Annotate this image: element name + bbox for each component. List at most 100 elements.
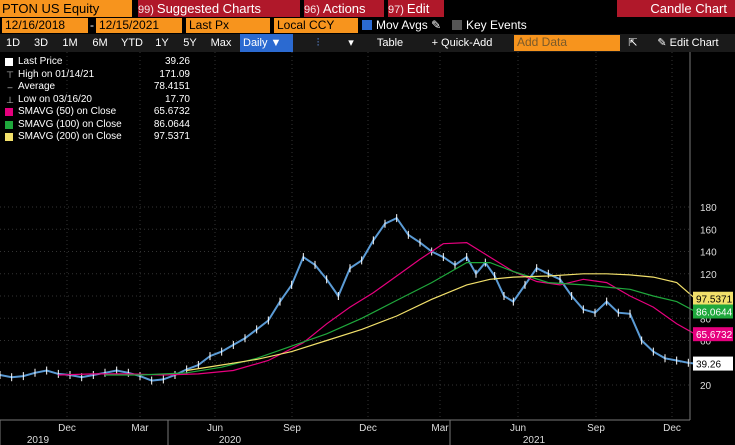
tag-sma200-bg bbox=[693, 291, 733, 306]
currency-select[interactable]: Local CCY bbox=[274, 18, 358, 33]
actions-button[interactable]: 96) Actions bbox=[304, 0, 384, 17]
legend-value: 171.09 bbox=[159, 68, 190, 80]
period-1m[interactable]: 1M bbox=[62, 37, 78, 49]
chart-type-title: Candle Chart bbox=[617, 0, 735, 17]
swatch-yellow bbox=[5, 133, 13, 141]
x-axis: Dec Mar Jun Sep Dec Mar Jun Sep Dec 2019 2020 2021 bbox=[0, 419, 690, 445]
period-6m[interactable]: 6M bbox=[92, 37, 108, 49]
period-max[interactable]: Max bbox=[210, 37, 232, 49]
swatch-white bbox=[5, 58, 13, 66]
tag-sma200: 97.5371 bbox=[696, 295, 733, 306]
period-1d[interactable]: 1D bbox=[5, 37, 21, 49]
legend-label: SMAVG (200) on Close bbox=[18, 131, 122, 142]
legend-label: Last Price bbox=[18, 56, 63, 67]
tag-sma100-bg bbox=[693, 304, 733, 319]
y-tick-label: 120 bbox=[700, 270, 717, 281]
edit-chart-label: Edit Chart bbox=[669, 37, 719, 49]
high-marker-icon: ⊤ bbox=[6, 69, 14, 80]
value-tags: 97.5371 86.0644 65.6732 39.26 bbox=[693, 291, 733, 371]
legend-average: – Average 78.4151 bbox=[2, 81, 190, 94]
ticker-label[interactable]: PTON US Equity bbox=[0, 0, 132, 17]
sma100-line bbox=[105, 262, 696, 376]
legend-value: 97.5371 bbox=[153, 131, 190, 142]
x-tick-label: Mar bbox=[431, 423, 449, 434]
legend-value: 86.0644 bbox=[153, 118, 190, 130]
y-tick-label: 140 bbox=[700, 248, 717, 259]
add-data-input[interactable]: Add Data bbox=[514, 35, 620, 51]
candle-icon[interactable]: ⫶ bbox=[316, 37, 320, 49]
suggested-charts-num: 99) bbox=[138, 4, 154, 16]
mov-avgs-label: Mov Avgs bbox=[376, 18, 428, 32]
period-5y[interactable]: 5Y bbox=[183, 37, 197, 49]
year-label: 2019 bbox=[27, 435, 50, 445]
chart-series bbox=[0, 214, 696, 385]
tag-sma50-bg bbox=[693, 327, 733, 342]
x-tick-label: Jun bbox=[207, 423, 223, 434]
chevron-down-icon[interactable]: ▾ bbox=[348, 37, 354, 49]
field-select[interactable]: Last Px bbox=[186, 18, 270, 33]
period-1y[interactable]: 1Y bbox=[155, 37, 169, 49]
pencil-icon: ✎ bbox=[657, 37, 667, 49]
year-label: 2021 bbox=[523, 435, 546, 445]
x-tick-label: Mar bbox=[131, 423, 149, 434]
table-button[interactable]: Table bbox=[376, 37, 404, 49]
price-chart[interactable]: 20406080100120140160180 DecMarJunSepDecM… bbox=[0, 52, 735, 445]
start-date-input[interactable]: 12/16/2018 bbox=[2, 18, 88, 33]
y-tick-label: 60 bbox=[700, 337, 712, 348]
pencil-icon[interactable]: ✎ bbox=[431, 18, 442, 32]
range-bar: 12/16/2018 - 12/15/2021 Last Px Local CC… bbox=[0, 17, 735, 34]
x-tick-label: Dec bbox=[663, 423, 681, 434]
key-events-toggle[interactable]: Key Events bbox=[452, 18, 527, 33]
chart-grid bbox=[0, 52, 690, 420]
period-ytd[interactable]: YTD bbox=[121, 37, 143, 49]
chart-legend: Last Price 39.26 ⊤ High on 01/14/21 171.… bbox=[2, 56, 190, 144]
title-bar: PTON US Equity 99) Suggested Charts 96) Ac… bbox=[0, 0, 735, 17]
edit-button[interactable]: 97) Edit bbox=[388, 0, 444, 17]
legend-value: 39.26 bbox=[164, 56, 190, 67]
legend-last-price: Last Price 39.26 bbox=[2, 56, 190, 69]
legend-sma100: SMAVG (100) on Close 86.0644 bbox=[2, 119, 190, 132]
legend-label: Average bbox=[18, 81, 56, 92]
frequency-select[interactable]: Daily ▼ bbox=[240, 34, 293, 52]
quick-add-button[interactable]: + Quick-Add bbox=[431, 37, 493, 49]
actions-label: Actions bbox=[322, 1, 366, 16]
legend-low: ⊥ Low on 03/16/20 17.70 bbox=[2, 94, 190, 107]
edit-label: Edit bbox=[406, 1, 430, 16]
frequency-label: Daily bbox=[243, 37, 268, 49]
edit-num: 97) bbox=[388, 4, 404, 16]
tag-sma100: 86.0644 bbox=[696, 308, 733, 319]
checkbox-checked-icon bbox=[362, 20, 372, 30]
legend-value: 17.70 bbox=[164, 93, 190, 105]
date-separator: - bbox=[90, 18, 94, 32]
period-3d[interactable]: 3D bbox=[33, 37, 49, 49]
y-tick-label: 160 bbox=[700, 225, 717, 236]
chevron-down-icon: ▼ bbox=[270, 37, 282, 49]
mov-avgs-toggle[interactable]: Mov Avgs ✎ bbox=[362, 18, 441, 33]
x-tick-label: Sep bbox=[587, 423, 605, 434]
legend-sma200: SMAVG (200) on Close 97.5371 bbox=[2, 131, 190, 144]
y-tick-label: 180 bbox=[700, 203, 717, 214]
average-marker-icon: – bbox=[7, 82, 13, 92]
y-tick-label: 80 bbox=[700, 314, 712, 325]
legend-value: 78.4151 bbox=[153, 81, 190, 92]
edit-chart-button[interactable]: ✎ Edit Chart bbox=[645, 34, 731, 52]
sma50-line bbox=[58, 241, 696, 376]
price-line bbox=[0, 216, 696, 382]
legend-label: SMAVG (100) on Close bbox=[18, 118, 122, 130]
suggested-charts-button[interactable]: 99) Suggested Charts bbox=[138, 0, 300, 17]
swatch-green bbox=[5, 120, 13, 129]
sma200-line bbox=[186, 273, 696, 372]
x-tick-label: Jun bbox=[510, 423, 526, 434]
end-date-input[interactable]: 12/15/2021 bbox=[96, 18, 182, 33]
suggested-charts-label: Suggested Charts bbox=[156, 1, 261, 16]
legend-value: 65.6732 bbox=[153, 106, 190, 117]
toolbar: 1D 3D 1M 6M YTD 1Y 5Y Max Daily ▼ ⫶ ▾ Ta… bbox=[0, 34, 735, 52]
actions-num: 96) bbox=[304, 4, 320, 16]
year-label: 2020 bbox=[219, 435, 242, 445]
swatch-magenta bbox=[5, 108, 13, 116]
checkbox-unchecked-icon bbox=[452, 20, 462, 30]
x-tick-label: Dec bbox=[359, 423, 377, 434]
tag-last-price: 39.26 bbox=[696, 360, 721, 371]
collapse-icon[interactable]: ⇱ bbox=[628, 37, 638, 49]
tag-last-price-bg bbox=[693, 356, 733, 371]
